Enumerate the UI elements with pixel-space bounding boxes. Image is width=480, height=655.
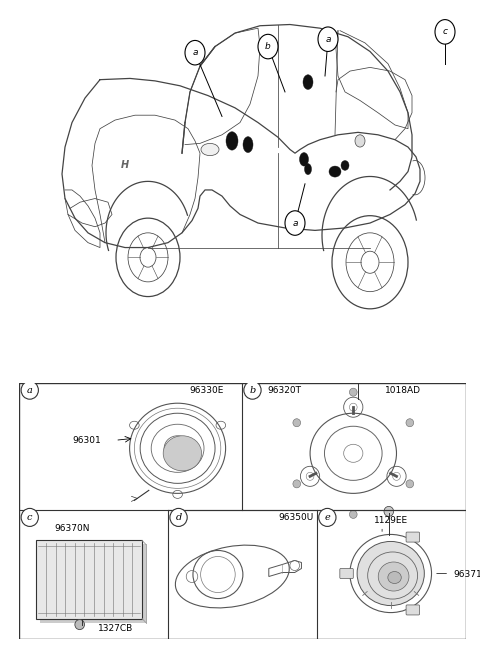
Circle shape xyxy=(21,508,38,527)
Text: 96371: 96371 xyxy=(453,570,480,579)
FancyBboxPatch shape xyxy=(40,544,146,623)
Circle shape xyxy=(293,480,300,488)
Ellipse shape xyxy=(341,160,349,170)
Text: 1327CB: 1327CB xyxy=(97,624,133,633)
Text: e: e xyxy=(324,513,330,522)
Circle shape xyxy=(319,508,336,527)
Circle shape xyxy=(349,388,357,396)
Circle shape xyxy=(406,480,414,488)
Text: b: b xyxy=(265,42,271,51)
Ellipse shape xyxy=(163,436,202,471)
Text: a: a xyxy=(325,35,331,44)
Circle shape xyxy=(384,506,394,516)
Text: 1018AD: 1018AD xyxy=(385,386,421,395)
Circle shape xyxy=(293,419,300,427)
FancyBboxPatch shape xyxy=(406,532,420,542)
Ellipse shape xyxy=(172,443,183,453)
Text: 96330E: 96330E xyxy=(189,386,224,395)
Text: a: a xyxy=(292,219,298,227)
Circle shape xyxy=(318,27,338,52)
Ellipse shape xyxy=(300,153,309,166)
Text: 96370N: 96370N xyxy=(54,524,90,533)
Circle shape xyxy=(406,419,414,427)
Ellipse shape xyxy=(329,166,341,177)
FancyBboxPatch shape xyxy=(340,569,353,578)
Ellipse shape xyxy=(226,132,238,150)
Circle shape xyxy=(21,381,38,399)
Ellipse shape xyxy=(303,75,313,90)
FancyBboxPatch shape xyxy=(406,605,420,615)
Text: c: c xyxy=(27,513,33,522)
Text: a: a xyxy=(192,48,198,57)
Text: 96320T: 96320T xyxy=(267,386,301,395)
Circle shape xyxy=(258,34,278,59)
Ellipse shape xyxy=(378,562,409,591)
Circle shape xyxy=(353,366,361,374)
Circle shape xyxy=(185,41,205,65)
Ellipse shape xyxy=(357,542,424,606)
Text: H: H xyxy=(121,160,129,170)
Text: c: c xyxy=(443,28,447,37)
Circle shape xyxy=(435,20,455,44)
Ellipse shape xyxy=(304,164,312,175)
Text: a: a xyxy=(27,386,33,395)
Ellipse shape xyxy=(388,572,401,584)
Circle shape xyxy=(244,381,261,399)
Circle shape xyxy=(170,508,187,527)
Ellipse shape xyxy=(201,143,219,156)
FancyBboxPatch shape xyxy=(36,540,142,618)
Circle shape xyxy=(285,211,305,235)
Text: 1129EE: 1129EE xyxy=(373,516,408,525)
Circle shape xyxy=(349,510,357,518)
Text: 96350U: 96350U xyxy=(278,513,313,522)
Circle shape xyxy=(75,620,84,629)
Ellipse shape xyxy=(243,137,253,153)
Text: d: d xyxy=(175,513,182,522)
Text: b: b xyxy=(249,386,256,395)
Text: 96301: 96301 xyxy=(72,436,101,445)
Circle shape xyxy=(354,375,362,383)
Circle shape xyxy=(355,135,365,147)
